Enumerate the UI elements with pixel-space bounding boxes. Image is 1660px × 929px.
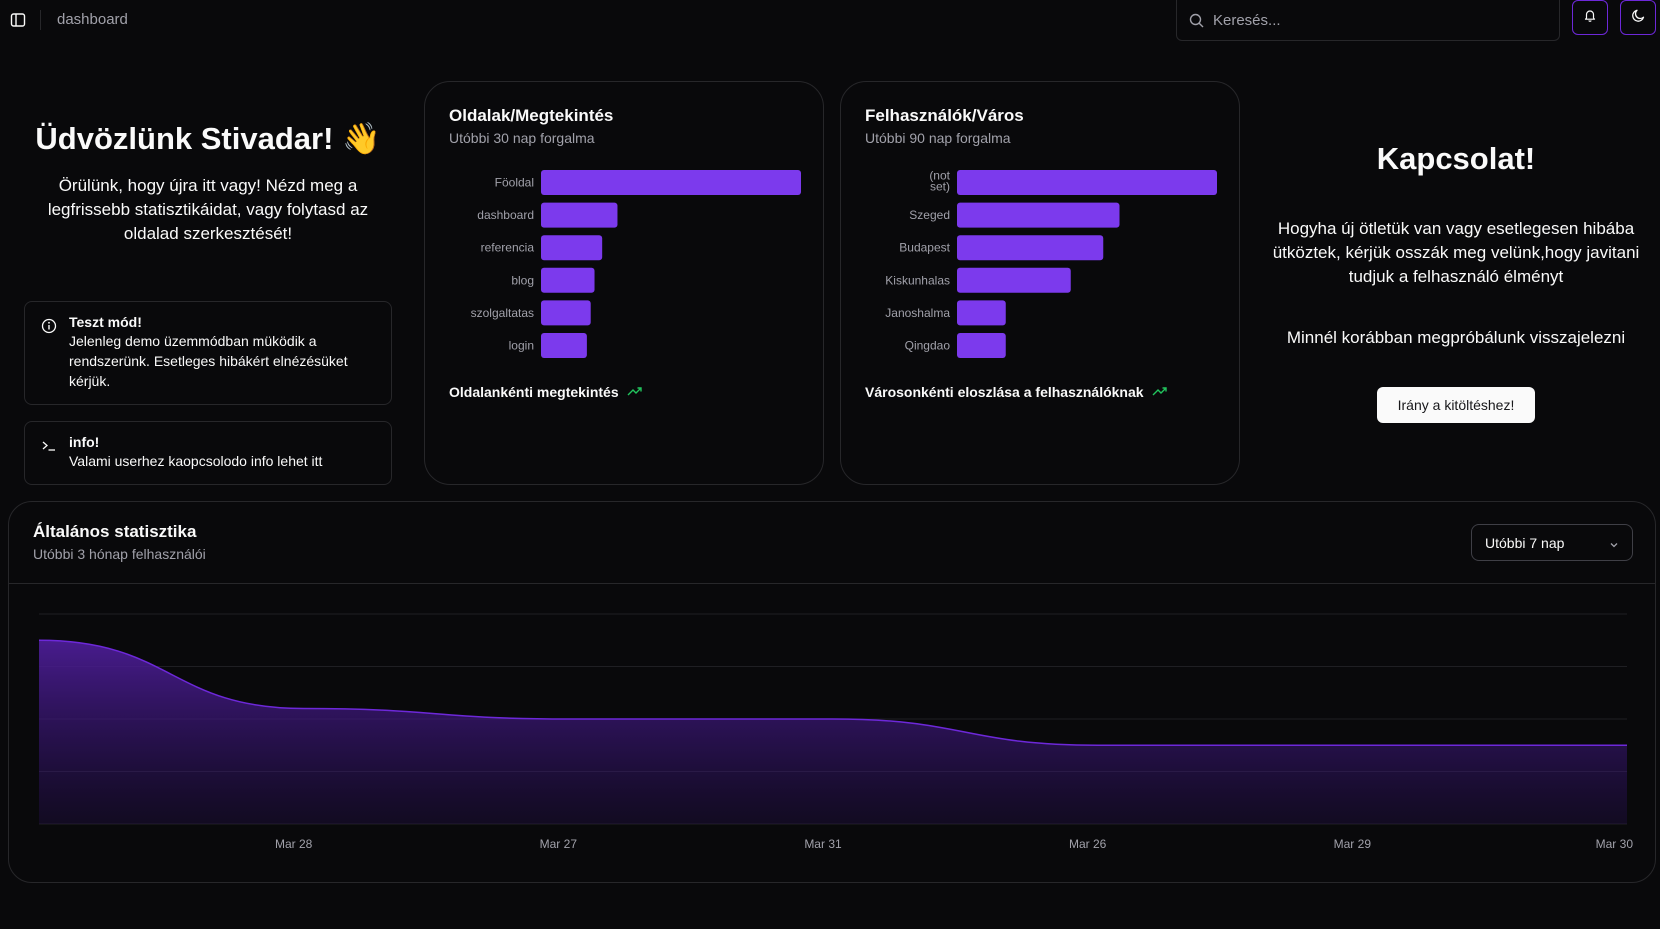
alert-text: Jelenleg demo üzemmódban müködik a rends… — [69, 333, 348, 389]
welcome-title: Üdvözlünk Stivadar! 👋 — [35, 121, 381, 156]
x-tick-label: Mar 29 — [1334, 837, 1372, 851]
sidebar-toggle-icon[interactable] — [10, 12, 26, 28]
bar[interactable] — [957, 170, 1217, 195]
bar-label: login — [509, 339, 534, 353]
bar-label: Szeged — [909, 208, 950, 222]
info-circle-icon — [41, 318, 57, 334]
card-footer: Városonkénti eloszlása a felhasználóknak — [865, 384, 1168, 400]
theme-toggle-button[interactable] — [1620, 0, 1656, 35]
users-cities-card: Felhasználók/Város Utóbbi 90 nap forgalm… — [840, 81, 1240, 485]
alert-text: Valami userhez kaopcsolodo info lehet it… — [69, 453, 323, 469]
alert-title: Teszt mód! — [69, 314, 142, 330]
bell-icon — [1583, 8, 1597, 27]
card-title: Oldalak/Megtekintés — [449, 106, 614, 125]
bar-label: Kiskunhalas — [885, 273, 950, 287]
time-range-select[interactable]: Utóbbi 7 nap — [1471, 524, 1633, 561]
contact-note: Minnél korábban megpróbálunk visszajelez… — [1286, 328, 1626, 347]
card-title: Felhasználók/Város — [865, 106, 1024, 125]
search-input[interactable] — [1213, 9, 1543, 31]
bar[interactable] — [957, 235, 1104, 261]
bar[interactable] — [957, 202, 1120, 228]
card-footer-label: Városonkénti eloszlása a felhasználóknak — [865, 384, 1144, 400]
contact-text: Hogyha új ötletük van vagy esetlegesen h… — [1272, 219, 1640, 286]
stats-divider — [9, 583, 1655, 584]
search-box[interactable] — [1176, 0, 1560, 41]
alert-info: info! Valami userhez kaopcsolodo info le… — [24, 421, 392, 485]
stats-title: Általános statisztika — [33, 522, 197, 541]
bar-label: dashboard — [477, 208, 534, 222]
users-area-chart: Mar 28 Mar 27 Mar 31 Mar 26 Mar 29 Mar 30 — [38, 613, 1634, 851]
bar-label: blog — [511, 273, 534, 287]
bar[interactable] — [541, 267, 595, 293]
bar-label: (not — [929, 170, 950, 183]
bar-label: referencia — [481, 241, 535, 255]
bar[interactable] — [541, 235, 603, 261]
chevron-down-icon — [1608, 538, 1620, 550]
contact-form-button[interactable]: Irány a kitöltéshez! — [1377, 387, 1535, 423]
card-footer-label: Oldalankénti megtekintés — [449, 384, 619, 400]
trending-up-icon — [627, 384, 643, 400]
topbar-divider — [40, 10, 41, 30]
contact-title: Kapcsolat! — [1376, 141, 1536, 176]
stats-description: Utóbbi 3 hónap felhasználói — [33, 546, 206, 562]
card-footer: Oldalankénti megtekintés — [449, 384, 643, 400]
bar[interactable] — [541, 202, 618, 228]
moon-icon — [1631, 8, 1646, 28]
pages-views-card: Oldalak/Megtekintés Utóbbi 30 nap forgal… — [424, 81, 824, 485]
alert-title: info! — [69, 434, 100, 450]
time-range-value: Utóbbi 7 nap — [1485, 535, 1565, 551]
bar[interactable] — [541, 300, 591, 326]
notifications-button[interactable] — [1572, 0, 1608, 35]
pages-bar-chart: Föoldal dashboard referencia blog szolgaltat… — [471, 170, 801, 358]
search-icon — [1189, 13, 1204, 28]
terminal-icon — [41, 438, 57, 454]
bar-label: Janoshalma — [885, 306, 950, 320]
bar-label: szolgaltatas — [471, 306, 534, 320]
bar-label: Budapest — [899, 241, 950, 255]
x-tick-label: Mar 31 — [804, 837, 842, 851]
trending-up-icon — [1152, 384, 1168, 400]
alert-demo-mode: Teszt mód! Jelenleg demo üzemmódban mükö… — [24, 301, 392, 405]
bar[interactable] — [541, 333, 587, 358]
bar[interactable] — [957, 300, 1006, 326]
welcome-subtitle: Örülünk, hogy újra itt vagy! Nézd meg a … — [47, 176, 369, 243]
x-tick-label: Mar 27 — [540, 837, 578, 851]
bar-label: set) — [930, 180, 950, 194]
general-stats-card: Általános statisztika Utóbbi 3 hónap fel… — [8, 501, 1656, 883]
x-tick-label: Mar 30 — [1596, 837, 1634, 851]
breadcrumb[interactable]: dashboard — [57, 11, 128, 28]
card-description: Utóbbi 90 nap forgalma — [865, 130, 1011, 146]
topbar: dashboard — [0, 0, 1660, 41]
area-fill — [39, 640, 1627, 824]
bar[interactable] — [541, 170, 801, 195]
card-description: Utóbbi 30 nap forgalma — [449, 130, 595, 146]
bar-label: Qingdao — [905, 339, 951, 353]
bar-label: Föoldal — [495, 176, 534, 190]
bar[interactable] — [957, 333, 1006, 358]
bar[interactable] — [957, 267, 1071, 293]
area-line — [38, 639, 1627, 746]
x-tick-label: Mar 26 — [1069, 837, 1107, 851]
contact-section: Kapcsolat! Hogyha új ötletük van vagy es… — [1256, 81, 1656, 485]
x-tick-label: Mar 28 — [275, 837, 313, 851]
